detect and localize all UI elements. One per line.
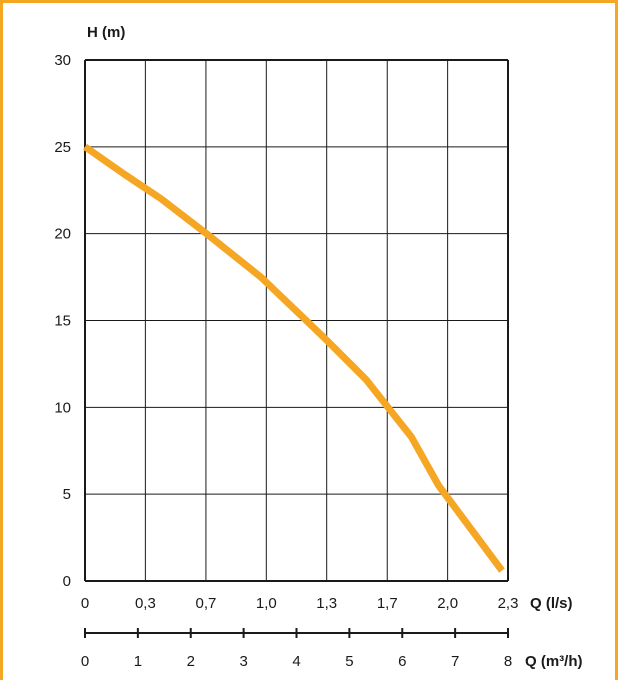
y-tick-labels: 0 5 10 15 20 25 30 (54, 52, 71, 590)
x2-tick-label: 8 (504, 653, 512, 670)
x-tick-label: 0 (81, 595, 89, 612)
x-tick-labels: 0 0,3 0,7 1,0 1,3 1,7 2,0 2,3 (81, 595, 519, 612)
x2-tick-label: 7 (451, 653, 459, 670)
series-line-pump-curve (82, 143, 505, 573)
x2-axis-title: Q (m³/h) (525, 653, 583, 670)
x2-tick-label: 6 (398, 653, 406, 670)
x-tick-label: 0,7 (196, 595, 217, 612)
x2-tick-label: 2 (187, 653, 195, 670)
x2-tick-label: 0 (81, 653, 89, 670)
x-tick-label: 0,3 (135, 595, 156, 612)
y-tick-label: 10 (54, 399, 71, 416)
x2-tick-label: 4 (292, 653, 300, 670)
x-axis-title: Q (l/s) (530, 595, 573, 612)
y-tick-label: 20 (54, 226, 71, 243)
x2-tick-label: 1 (134, 653, 142, 670)
y-tick-label: 15 (54, 313, 71, 330)
y-tick-label: 30 (54, 52, 71, 69)
x-tick-label: 1,3 (316, 595, 337, 612)
grid (84, 59, 509, 582)
pump-curve-chart: 0 5 10 15 20 25 30 0 0,3 0,7 1,0 1,3 1,7 2,0 2,3 0 1 2 3… (54, 24, 583, 670)
secondary-x-axis: 0 1 2 3 4 5 6 7 8 (81, 628, 512, 670)
y-tick-label: 5 (63, 486, 71, 503)
x-tick-label: 1,0 (256, 595, 277, 612)
x-tick-label: 1,7 (377, 595, 398, 612)
x-tick-label: 2,0 (437, 595, 458, 612)
y-axis-title: H (m) (87, 24, 125, 41)
y-tick-label: 0 (63, 573, 71, 590)
y-tick-label: 25 (54, 139, 71, 156)
x-tick-label: 2,3 (498, 595, 519, 612)
x2-tick-label: 3 (239, 653, 247, 670)
x2-tick-label: 5 (345, 653, 353, 670)
